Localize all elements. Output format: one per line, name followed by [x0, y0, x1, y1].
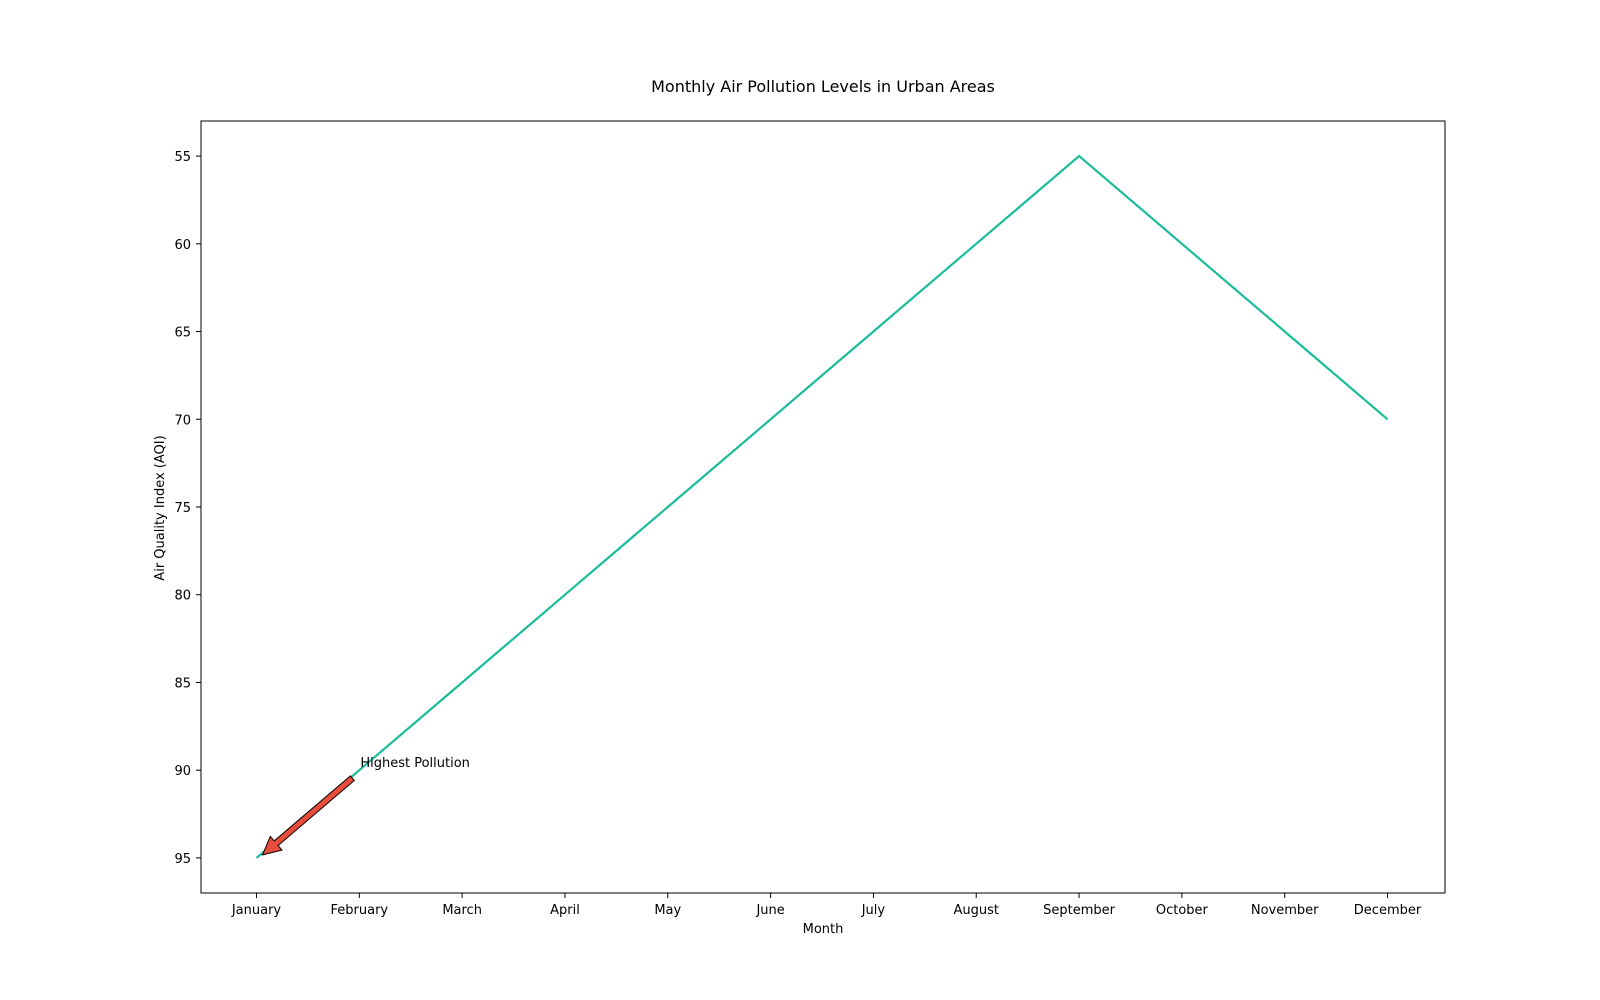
- annotation-label: Highest Pollution: [360, 756, 470, 771]
- x-tick-label: July: [861, 903, 886, 918]
- annotation-layer: Highest Pollution: [261, 756, 470, 856]
- x-tick-label: August: [953, 903, 999, 918]
- y-tick-label: 55: [174, 150, 191, 165]
- y-axis: 55 60 65 70 75 80 85 90 95: [174, 150, 201, 867]
- x-tick-label: June: [755, 903, 784, 918]
- x-axis: January February March April May June July Augu…: [231, 893, 1422, 918]
- annotation-arrow: [261, 775, 356, 856]
- chart-title: Monthly Air Pollution Levels in Urban Ar…: [651, 77, 995, 96]
- y-tick-label: 70: [174, 413, 191, 428]
- y-tick-label: 60: [174, 238, 191, 253]
- y-tick-label: 75: [174, 501, 191, 516]
- x-tick-label: March: [442, 903, 482, 918]
- x-tick-label: December: [1354, 903, 1422, 918]
- aqi-series-line: [255, 154, 1389, 859]
- x-axis-label: Month: [803, 922, 844, 937]
- y-tick-label: 90: [174, 764, 191, 779]
- x-tick-label: November: [1251, 903, 1319, 918]
- x-tick-label: January: [231, 903, 282, 918]
- x-tick-label: February: [331, 903, 389, 918]
- y-tick-label: 95: [174, 852, 191, 867]
- y-tick-label: 65: [174, 326, 191, 341]
- y-tick-label: 85: [174, 676, 191, 691]
- x-tick-label: May: [654, 903, 681, 918]
- y-axis-label: Air Quality Index (AQI): [153, 435, 168, 580]
- plot-area-frame: [200, 120, 1446, 894]
- x-tick-label: April: [550, 903, 580, 918]
- series-layer: [255, 154, 1389, 859]
- x-tick-label: October: [1156, 903, 1209, 918]
- x-tick-label: September: [1043, 903, 1116, 918]
- y-tick-label: 80: [174, 589, 191, 604]
